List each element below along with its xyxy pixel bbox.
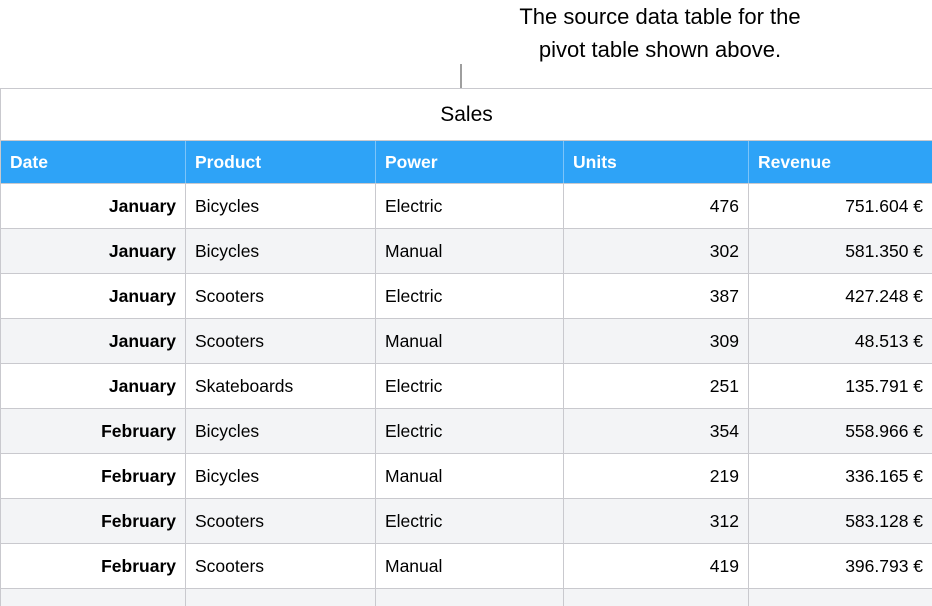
table-row: January Scooters Electric 387 427.248 € (0, 273, 932, 319)
cell-product[interactable] (185, 588, 376, 606)
cell-power[interactable]: Electric (375, 408, 564, 454)
cell-date[interactable] (0, 588, 186, 606)
cell-revenue[interactable]: 135.791 € (747, 363, 932, 409)
cell-product[interactable]: Scooters (185, 318, 376, 364)
cell-date[interactable]: January (0, 273, 186, 319)
table-row: February Scooters Manual 419 396.793 € (0, 543, 932, 589)
cell-date[interactable]: February (0, 453, 186, 499)
cell-units[interactable]: 476 (563, 183, 749, 229)
cell-units[interactable]: 251 (563, 363, 749, 409)
cell-date[interactable]: February (0, 543, 186, 589)
cell-date[interactable]: January (0, 183, 186, 229)
column-header-date[interactable]: Date (0, 140, 186, 184)
cell-product[interactable]: Bicycles (185, 408, 376, 454)
sales-source-table: Sales Date Product Power Units Revenue J… (0, 88, 932, 606)
cell-units[interactable]: 309 (563, 318, 749, 364)
cell-product[interactable]: Scooters (185, 543, 376, 589)
cell-date[interactable]: February (0, 408, 186, 454)
cell-revenue[interactable]: 558.966 € (747, 408, 932, 454)
cell-units[interactable]: 312 (563, 498, 749, 544)
table-row: January Skateboards Electric 251 135.791… (0, 363, 932, 409)
table-title[interactable]: Sales (0, 88, 932, 141)
annotation-line-2: pivot table shown above. (538, 37, 782, 62)
cell-units[interactable]: 419 (563, 543, 749, 589)
cell-units[interactable] (563, 588, 749, 606)
cell-date[interactable]: January (0, 363, 186, 409)
cell-power[interactable] (375, 588, 564, 606)
callout-annotation: The source data table for the pivot tabl… (430, 0, 890, 66)
annotation-line-1: The source data table for the (519, 4, 801, 29)
table-row: February Bicycles Electric 354 558.966 € (0, 408, 932, 454)
cell-units[interactable]: 354 (563, 408, 749, 454)
cell-revenue[interactable]: 427.248 € (747, 273, 932, 319)
cell-power[interactable]: Electric (375, 183, 564, 229)
cell-revenue[interactable]: 581.350 € (747, 228, 932, 274)
cell-product[interactable]: Bicycles (185, 453, 376, 499)
table-row-partial (0, 588, 932, 606)
sales-table: Sales Date Product Power Units Revenue J… (0, 88, 932, 606)
cell-revenue[interactable] (747, 588, 932, 606)
cell-revenue[interactable]: 336.165 € (747, 453, 932, 499)
cell-revenue[interactable]: 751.604 € (747, 183, 932, 229)
table-title-row: Sales (0, 88, 932, 141)
cell-date[interactable]: January (0, 318, 186, 364)
cell-power[interactable]: Electric (375, 498, 564, 544)
table-header-row: Date Product Power Units Revenue (0, 140, 932, 184)
cell-power[interactable]: Manual (375, 318, 564, 364)
cell-revenue[interactable]: 48.513 € (747, 318, 932, 364)
column-header-revenue[interactable]: Revenue (747, 140, 932, 184)
cell-product[interactable]: Scooters (185, 273, 376, 319)
table-row: February Scooters Electric 312 583.128 € (0, 498, 932, 544)
table-row: January Bicycles Electric 476 751.604 € (0, 183, 932, 229)
cell-power[interactable]: Manual (375, 228, 564, 274)
cell-date[interactable]: February (0, 498, 186, 544)
cell-units[interactable]: 387 (563, 273, 749, 319)
cell-product[interactable]: Bicycles (185, 183, 376, 229)
cell-units[interactable]: 219 (563, 453, 749, 499)
cell-power[interactable]: Electric (375, 273, 564, 319)
table-row: February Bicycles Manual 219 336.165 € (0, 453, 932, 499)
table-row: January Bicycles Manual 302 581.350 € (0, 228, 932, 274)
cell-revenue[interactable]: 583.128 € (747, 498, 932, 544)
cell-product[interactable]: Bicycles (185, 228, 376, 274)
callout-pointer-line (460, 64, 462, 88)
cell-product[interactable]: Skateboards (185, 363, 376, 409)
cell-units[interactable]: 302 (563, 228, 749, 274)
cell-revenue[interactable]: 396.793 € (747, 543, 932, 589)
column-header-product[interactable]: Product (185, 140, 376, 184)
cell-power[interactable]: Manual (375, 453, 564, 499)
cell-product[interactable]: Scooters (185, 498, 376, 544)
cell-power[interactable]: Manual (375, 543, 564, 589)
table-row: January Scooters Manual 309 48.513 € (0, 318, 932, 364)
cell-date[interactable]: January (0, 228, 186, 274)
cell-power[interactable]: Electric (375, 363, 564, 409)
column-header-units[interactable]: Units (563, 140, 749, 184)
column-header-power[interactable]: Power (375, 140, 564, 184)
